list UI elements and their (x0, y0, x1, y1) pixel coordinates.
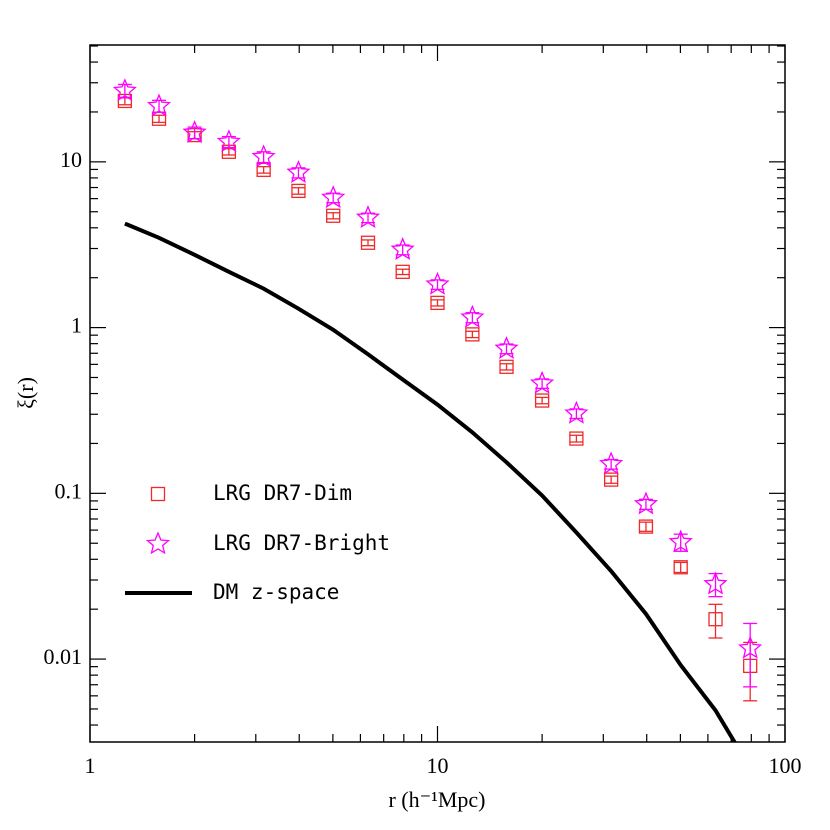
y-tick-label: 0.01 (44, 644, 83, 669)
marker-square (430, 295, 445, 311)
x-tick-label: 1 (85, 753, 96, 778)
error-bar (535, 396, 550, 405)
error-bar (430, 299, 445, 307)
legend-label: DM z-space (213, 580, 339, 604)
error-bar (499, 363, 514, 371)
legend-label: LRG DR7-Dim (213, 481, 352, 505)
error-bar (221, 148, 236, 156)
error-bar (638, 521, 653, 532)
error-bar (743, 622, 758, 688)
error-bar (326, 212, 341, 220)
marker-star (355, 205, 381, 228)
marker-square (360, 235, 376, 250)
marker-star (321, 185, 346, 209)
error-bar (708, 603, 723, 639)
marker-star (738, 635, 763, 659)
marker-square (465, 327, 480, 342)
marker-square (256, 162, 271, 177)
marker-square (603, 472, 619, 487)
plot-area (112, 78, 763, 742)
marker-star (112, 78, 137, 102)
error-bar (395, 268, 410, 276)
legend: LRG DR7-Dim LRG DR7-Bright DM z-space (125, 481, 390, 604)
error-bar (569, 434, 584, 443)
marker-square (534, 393, 550, 408)
marker-star (216, 129, 241, 153)
error-bar (256, 166, 271, 174)
marker-star (460, 304, 485, 328)
y-tick-label: 1 (71, 313, 82, 338)
marker-square (291, 183, 306, 199)
error-bar (673, 561, 688, 574)
marker-star (182, 120, 207, 143)
marker-star (390, 237, 415, 260)
marker-square (673, 560, 688, 575)
y-tick-label: 10 (60, 147, 82, 172)
x-tick-label: 10 (427, 753, 449, 778)
marker-star (599, 451, 624, 475)
marker-square (569, 431, 584, 446)
marker-star (633, 491, 659, 515)
error-bar (291, 187, 306, 195)
x-axis-label: r (h⁻¹Mpc) (388, 787, 485, 812)
marker-square (499, 359, 514, 374)
error-bar (673, 533, 688, 552)
error-bar (604, 475, 619, 484)
x-tick-label: 100 (769, 753, 802, 778)
marker-square (150, 486, 166, 502)
marker-star (529, 370, 555, 394)
marker-square (326, 208, 341, 223)
error-bar (465, 330, 480, 339)
error-bar (152, 114, 167, 124)
error-bar (361, 239, 376, 247)
marker-square (638, 519, 654, 534)
marker-star (146, 93, 172, 117)
marker-star (145, 531, 171, 555)
error-bar (187, 126, 202, 140)
marker-star (251, 144, 276, 168)
marker-star (668, 529, 693, 553)
marker-star (425, 271, 450, 295)
marker-star (286, 160, 311, 183)
plot-frame (89, 44, 786, 743)
legend-label: LRG DR7-Bright (213, 531, 390, 555)
y-tick-label: 0.1 (55, 478, 83, 503)
marker-star (564, 400, 589, 424)
line-series (124, 221, 737, 742)
marker-star (703, 571, 728, 595)
y-axis-label: ξ(r) (13, 377, 38, 409)
marker-square (395, 264, 410, 279)
marker-square (708, 612, 723, 627)
marker-star (494, 336, 519, 359)
